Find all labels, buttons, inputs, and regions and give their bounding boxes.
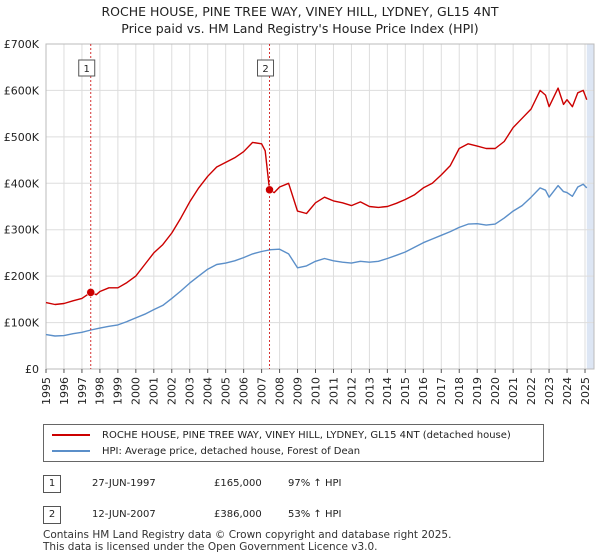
x-tick-label: 2009 <box>291 377 304 405</box>
legend-item-property: ROCHE HOUSE, PINE TREE WAY, VINEY HILL, … <box>52 428 511 442</box>
x-tick-label: 2004 <box>202 377 215 405</box>
x-tick-label: 2020 <box>489 377 502 405</box>
legend-swatch-property <box>52 434 90 436</box>
sale-marker-label: 2 <box>262 64 268 75</box>
x-tick-label: 2011 <box>327 377 340 405</box>
y-tick-label: £500K <box>4 131 40 144</box>
x-tick-label: 2018 <box>453 377 466 405</box>
legend: ROCHE HOUSE, PINE TREE WAY, VINEY HILL, … <box>43 424 544 462</box>
x-tick-label: 2015 <box>399 377 412 405</box>
x-tick-label: 1995 <box>40 377 53 405</box>
sale-number-badge: 1 <box>43 475 61 493</box>
chart-title: ROCHE HOUSE, PINE TREE WAY, VINEY HILL, … <box>101 4 499 19</box>
x-tick-label: 2016 <box>417 377 430 405</box>
sale-price: £165,000 <box>214 478 262 489</box>
x-tick-label: 2022 <box>525 377 538 405</box>
sale-marker-label: 1 <box>84 64 90 75</box>
x-tick-label: 2002 <box>166 377 179 405</box>
x-tick-label: 2010 <box>309 377 322 405</box>
x-tick-label: 1996 <box>58 377 71 405</box>
sale-marker-box <box>257 59 275 77</box>
x-tick-label: 2025 <box>579 377 592 405</box>
sale-date: 27-JUN-1997 <box>92 478 156 489</box>
sale-price: £386,000 <box>214 509 262 520</box>
y-tick-label: £700K <box>4 38 40 51</box>
x-tick-label: 2012 <box>345 377 358 405</box>
x-tick-label: 2006 <box>237 377 250 405</box>
plot-frame <box>45 43 595 370</box>
sale-date: 12-JUN-2007 <box>92 509 156 520</box>
y-tick-label: £200K <box>4 270 40 283</box>
property-series-line <box>45 87 588 306</box>
sale-number-badge: 2 <box>43 506 61 524</box>
y-tick-label: £400K <box>4 177 40 190</box>
y-tick-label: £600K <box>4 84 40 97</box>
y-tick-label: £0 <box>25 363 39 376</box>
x-tick-label: 2019 <box>471 377 484 405</box>
x-tick-label: 1997 <box>76 377 89 405</box>
chart-subtitle: Price paid vs. HM Land Registry's House … <box>121 21 479 36</box>
x-tick-label: 2008 <box>273 377 286 405</box>
x-tick-label: 1998 <box>94 377 107 405</box>
sale-point <box>265 185 274 195</box>
footer-licence: This data is licensed under the Open Gov… <box>43 541 378 553</box>
legend-item-hpi: HPI: Average price, detached house, Fore… <box>52 444 360 458</box>
sale-marker-box <box>78 59 96 77</box>
x-tick-label: 2017 <box>435 377 448 405</box>
x-tick-label: 2013 <box>363 377 376 405</box>
footer-copyright: Contains HM Land Registry data © Crown c… <box>43 529 452 541</box>
x-tick-label: 2021 <box>507 377 520 405</box>
x-tick-label: 2014 <box>381 377 394 405</box>
sale-hpi-change: 53% ↑ HPI <box>288 509 342 520</box>
sale-row-1: 1 27-JUN-1997 £165,000 97% ↑ HPI <box>40 475 560 497</box>
x-tick-label: 2024 <box>561 377 574 405</box>
x-tick-label: 1999 <box>112 377 125 405</box>
sale-point <box>86 288 95 297</box>
future-band <box>586 44 594 369</box>
x-tick-label: 2001 <box>148 377 161 405</box>
x-tick-label: 2000 <box>130 377 143 405</box>
x-tick-label: 2023 <box>543 377 556 405</box>
legend-label-property: ROCHE HOUSE, PINE TREE WAY, VINEY HILL, … <box>102 429 511 441</box>
sale-row-2: 2 12-JUN-2007 £386,000 53% ↑ HPI <box>40 506 560 528</box>
x-tick-label: 2003 <box>184 377 197 405</box>
y-tick-label: £100K <box>4 317 40 330</box>
sale-hpi-change: 97% ↑ HPI <box>288 478 342 489</box>
x-tick-label: 2007 <box>255 377 268 405</box>
y-tick-label: £300K <box>4 224 40 237</box>
price-chart: £0 £100K £200K £300K £400K £500K £600K £700K 199… <box>4 38 595 405</box>
hpi-series-line <box>45 183 588 337</box>
x-tick-label: 2005 <box>220 377 233 405</box>
legend-label-hpi: HPI: Average price, detached house, Fore… <box>102 445 361 457</box>
legend-swatch-hpi <box>52 450 90 452</box>
